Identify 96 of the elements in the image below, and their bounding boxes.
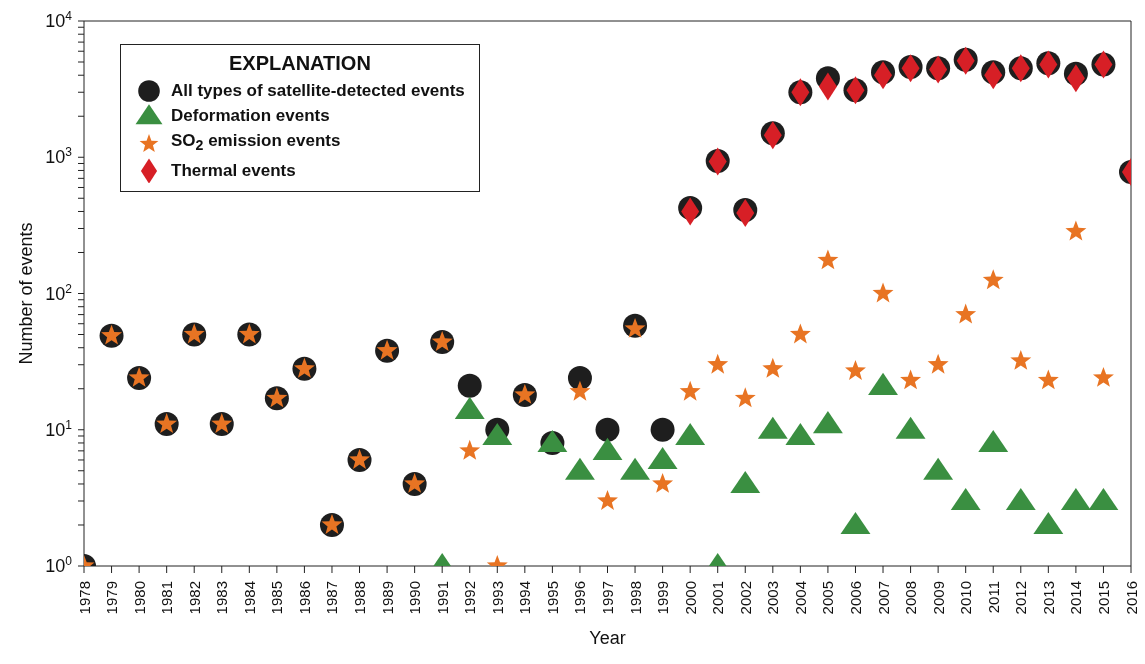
x-tick-label: 1978: [75, 581, 93, 615]
point: [950, 487, 981, 511]
point: [978, 429, 1009, 453]
x-tick-label: 2015: [1094, 581, 1112, 615]
y-tick-label: 10$^{4}$: [45, 9, 73, 31]
x-tick-label: 2009: [929, 581, 947, 615]
point: [620, 457, 650, 480]
x-tick-label: 2007: [874, 581, 892, 615]
x-tick-label: 2001: [709, 581, 727, 615]
point: [650, 417, 675, 442]
point: [1092, 366, 1114, 387]
x-tick-label: 1986: [295, 581, 313, 615]
x-tick-label: 2000: [681, 581, 699, 615]
x-tick-label: 1982: [185, 581, 203, 615]
x-tick-label: 2010: [957, 581, 975, 615]
point: [840, 511, 871, 535]
point: [592, 437, 623, 460]
x-tick-label: 1984: [240, 581, 258, 615]
point: [454, 396, 485, 419]
point: [757, 416, 788, 439]
x-tick-label: 1989: [378, 581, 396, 615]
y-axis-title: Number of events: [16, 222, 36, 365]
point: [895, 416, 926, 439]
point: [567, 365, 592, 390]
x-tick-label: 1981: [158, 581, 176, 615]
point: [652, 472, 674, 493]
point: [1033, 511, 1064, 535]
point: [872, 282, 894, 303]
point: [927, 353, 949, 374]
point: [1060, 487, 1091, 511]
point: [482, 422, 513, 446]
point: [868, 372, 898, 395]
point: [900, 369, 922, 390]
x-tick-label: 1990: [406, 581, 424, 615]
point: [1037, 369, 1059, 390]
x-tick-label: 2013: [1039, 581, 1057, 615]
y-tick-label: 10$^{2}$: [45, 281, 73, 304]
point: [812, 411, 843, 434]
point: [1005, 487, 1036, 511]
point: [789, 323, 811, 344]
point: [923, 457, 954, 480]
x-tick-label: 2002: [736, 581, 754, 615]
x-tick-label: 2004: [791, 581, 809, 615]
x-tick-label: 1999: [654, 581, 672, 615]
point: [817, 249, 839, 270]
x-tick-label: 2016: [1122, 581, 1140, 615]
x-tick-label: 2014: [1067, 581, 1085, 615]
point: [955, 303, 977, 324]
point: [982, 269, 1004, 290]
x-tick-label: 2006: [846, 581, 864, 615]
x-tick-label: 2012: [1012, 581, 1030, 615]
x-tick-label: 1987: [323, 581, 341, 615]
x-tick-label: 1980: [130, 581, 148, 615]
point: [734, 387, 756, 408]
x-tick-label: 1983: [213, 581, 231, 615]
point: [675, 422, 706, 446]
point: [1088, 487, 1119, 511]
x-tick-label: 1996: [571, 581, 589, 615]
x-tick-label: 1991: [433, 581, 451, 615]
x-tick-label: 2008: [902, 581, 920, 615]
x-axis-title: Year: [589, 628, 626, 648]
legend-label: Thermal events: [171, 160, 296, 183]
y-tick-label: 10$^{0}$: [45, 554, 73, 576]
x-tick-label: 1992: [461, 581, 479, 615]
point: [565, 457, 595, 480]
legend-title: EXPLANATION: [228, 52, 371, 74]
point: [569, 380, 591, 401]
x-tick-label: 1979: [103, 581, 121, 615]
legend-label: All types of satellite-detected events: [171, 80, 465, 102]
x-tick-label: 1993: [488, 581, 506, 615]
point: [707, 353, 729, 374]
point: [1065, 220, 1087, 241]
x-tick-label: 1985: [268, 581, 286, 615]
point: [785, 422, 816, 446]
point: [647, 446, 678, 470]
x-tick-label: 1995: [543, 581, 561, 615]
point: [845, 359, 866, 380]
x-tick-label: 2005: [819, 581, 837, 615]
y-tick-label: 10$^{3}$: [45, 145, 73, 168]
x-tick-label: 1988: [351, 581, 369, 615]
x-tick-label: 1994: [516, 581, 534, 615]
x-tick-label: 2003: [764, 581, 782, 615]
point: [730, 470, 761, 494]
legend-label: Deformation events: [171, 105, 330, 127]
point: [1010, 349, 1032, 370]
x-tick-label: 1997: [599, 581, 616, 615]
point: [679, 380, 701, 401]
point: [595, 417, 620, 442]
point: [457, 373, 482, 398]
legend-label: SO$_{2}$ emission events: [171, 130, 341, 156]
point: [762, 357, 784, 378]
point: [459, 439, 481, 460]
x-tick-label: 2011: [984, 581, 1002, 614]
y-tick-label: 10$^{1}$: [45, 417, 73, 440]
x-tick-label: 1998: [626, 581, 644, 615]
point: [597, 489, 618, 510]
